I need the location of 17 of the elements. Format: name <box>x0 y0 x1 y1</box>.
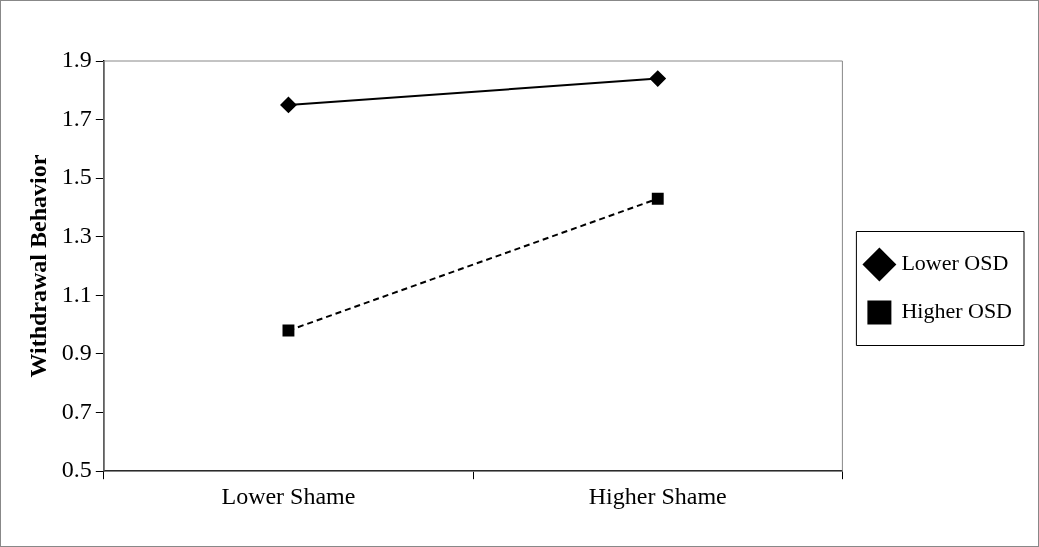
point <box>649 70 666 87</box>
x-tick-label: Higher Shame <box>588 482 727 509</box>
y-tick-label: 1.3 <box>61 222 92 249</box>
point <box>651 192 664 205</box>
y-tick-label: 1.1 <box>61 280 92 307</box>
point <box>282 324 295 337</box>
point <box>280 96 297 113</box>
legend-label: Higher OSD <box>901 298 1013 324</box>
y-tick-label: 0.7 <box>61 397 92 424</box>
y-tick-label: 1.5 <box>61 163 92 190</box>
y-axis-title: Withdrawal Behavior <box>24 154 51 378</box>
y-tick-label: 0.5 <box>61 456 92 483</box>
y-tick-label: 1.9 <box>61 46 92 73</box>
y-tick-label: 0.9 <box>61 339 92 366</box>
legend-label: Lower OSD <box>901 250 1009 276</box>
x-tick-label: Lower Shame <box>221 482 356 509</box>
y-tick-label: 1.7 <box>61 104 92 131</box>
